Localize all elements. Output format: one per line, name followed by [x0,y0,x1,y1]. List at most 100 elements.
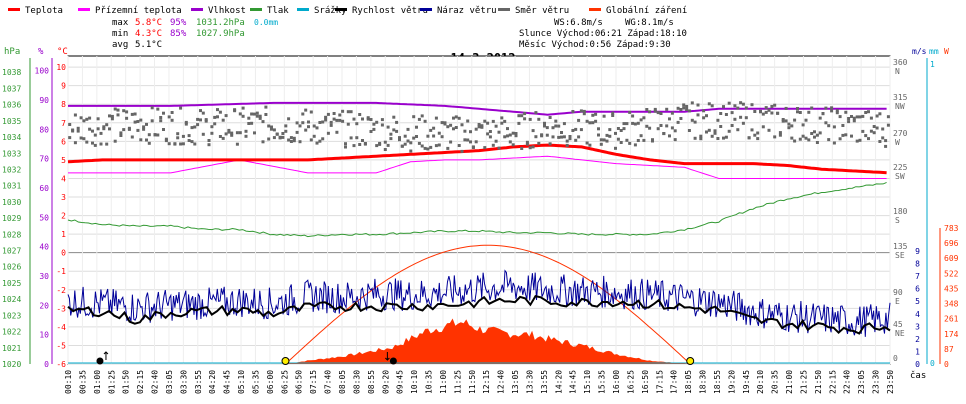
pressure-tick: 1031 [2,182,21,191]
wind-direction-point [503,119,507,123]
x-tick: 09:20 [381,370,390,394]
wind-direction-point [173,142,177,146]
pressure-tick: 1025 [2,279,21,288]
wind-direction-point [690,101,694,105]
wind-direction-point [886,115,890,119]
wind-direction-point [662,132,666,136]
wind-direction-point [361,117,364,121]
x-tick: 11:00 [439,370,448,394]
wind-direction-point [540,134,544,138]
wind-direction-point [457,116,461,120]
wind-direction-point [753,133,757,137]
wind-direction-point [585,119,589,123]
wind-direction-point [651,138,654,142]
wind-direction-point [181,134,185,138]
wind-direction-point [298,140,302,144]
wind-direction-point [670,111,674,115]
wind-direction-point [642,138,646,142]
wind-direction-point [122,109,126,113]
wind-direction-point [150,106,154,110]
wind-direction-point [724,135,728,139]
wind-direction-point [474,140,478,144]
wind-direction-point [199,109,202,113]
pressure-axis-unit: hPa [4,47,20,57]
wind-tick: 9 [915,247,920,256]
wind-direction-point [636,139,640,142]
direction-tick: 315 [893,93,908,102]
x-tick: 21:50 [814,370,823,394]
wind-direction-point [841,124,845,127]
wind-direction-point [750,103,754,107]
wind-direction-point [412,115,416,119]
wind-direction-point [568,135,572,138]
wind-direction-point [872,131,876,135]
rain-tick: 1 [930,60,935,69]
wind-direction-point [781,119,785,123]
wind-direction-point [506,134,509,138]
wind-direction-point [415,125,418,129]
wind-direction-point [147,133,151,137]
wind-direction-point [696,103,700,107]
x-tick: 08:55 [367,370,376,394]
x-tick: 21:25 [799,370,808,394]
direction-tick: 45 [893,320,903,329]
radiation-tick: 783 [944,224,959,233]
wind-direction-point [813,135,816,139]
stats-min-label: min [112,29,128,39]
wind-direction-point [668,117,671,121]
wind-direction-point [744,116,748,120]
direction-tick: 0 [893,354,898,363]
radiation-layer [285,318,691,364]
temperature-tick: 1 [61,230,66,239]
wind-direction-point [335,130,339,134]
wind-direction-point [267,124,271,128]
humidity-tick: 80 [39,125,49,134]
wind-direction-point [631,121,635,125]
wind-direction-point [454,126,458,129]
wind-direction-point [224,132,228,136]
wind-direction-point [295,121,299,125]
x-tick: 16:00 [612,370,621,394]
wind-direction-point [520,114,524,118]
x-tick: 20:10 [756,370,765,394]
wind-direction-point [659,112,663,115]
humidity-tick: 30 [39,272,49,281]
wind-direction-point [619,141,623,144]
pressure-tick: 1037 [2,84,21,93]
wind-direction-point [326,112,330,116]
wind-direction-point [108,114,111,118]
wind-direction-point [625,122,629,126]
wind-direction-point [201,111,205,115]
series-layer [67,101,891,365]
wind-direction-point [633,143,637,147]
wind-direction-point [818,116,822,120]
pressure-tick: 1021 [2,344,21,353]
wind-direction-point [452,116,455,120]
wind-direction-point [560,135,563,139]
wind-direction-point [341,119,345,123]
wind-direction-point [571,110,575,113]
wind-direction-point [727,101,731,105]
radiation-tick: 174 [944,330,959,339]
wind-direction-point [440,135,444,139]
wind-direction-point [818,131,822,135]
wind-direction-point [491,143,495,147]
humidity-tick: 60 [39,184,49,193]
wind-direction-point [349,110,353,114]
wind-direction-point [565,139,569,143]
wind-direction-point [355,136,359,140]
wind-direction-point [238,112,242,116]
wind-direction-point [668,134,671,138]
wind-direction-point [705,114,708,118]
wind-direction-point [520,147,524,150]
humidity-tick: 20 [39,301,49,310]
wind-direction-point [832,141,836,145]
x-tick: 02:15 [136,370,145,394]
temperature-tick: 10 [56,63,66,72]
wind-direction-point [687,129,691,132]
wind-direction-point [184,122,188,126]
wind-direction-point [844,133,848,137]
wind-direction-point [79,136,83,140]
wind-direction-point [838,137,842,141]
wind-direction-point [162,111,165,115]
